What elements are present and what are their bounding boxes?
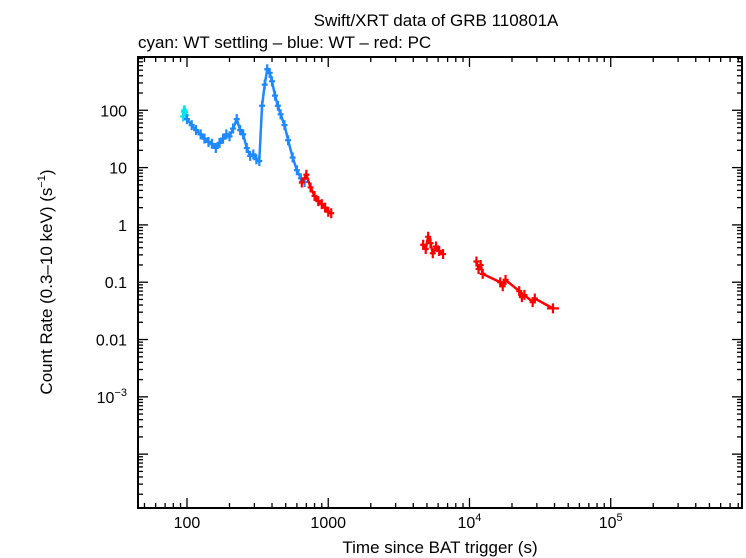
tick-base: 10 [458, 515, 476, 532]
x-axis-label: Time since BAT trigger (s) [342, 538, 537, 557]
chart-subtitle: cyan: WT settling – blue: WT – red: PC [138, 33, 431, 52]
y-axis-label-sup: −1 [36, 175, 48, 188]
tick-exponent: 5 [617, 512, 623, 524]
y-tick-label: 1 [118, 218, 127, 235]
series-trace [300, 171, 332, 215]
x-tick-labels: 100 1000 104 105 [174, 512, 623, 532]
data-points [180, 64, 559, 314]
y-tick-label: 0.01 [96, 333, 127, 350]
x-tick-label: 1000 [310, 515, 346, 532]
y-axis-label: Count Rate (0.3–10 keV) (s−1) [36, 169, 56, 394]
series-wt [183, 64, 308, 188]
data-point [298, 177, 305, 188]
series-pc [298, 169, 559, 314]
data-point [183, 114, 190, 125]
series-wt-settling [180, 105, 189, 122]
y-axis-label-tail: ) [37, 169, 56, 175]
plot-frame [137, 56, 743, 509]
y-tick-label: 100 [100, 103, 127, 120]
series-trace [422, 232, 444, 258]
tick-base: 10 [599, 515, 617, 532]
y-tick-label: 10−3 [97, 387, 127, 407]
tick-exponent: −3 [114, 387, 127, 399]
y-axis-label-main: Count Rate (0.3–10 keV) (s [37, 188, 56, 395]
axis-ticks [138, 57, 742, 508]
data-point [546, 303, 559, 314]
series-trace [186, 65, 306, 183]
tick-exponent: 4 [475, 512, 481, 524]
series-trace [181, 106, 187, 117]
tick-base: 10 [97, 390, 115, 407]
y-tick-label: 10 [109, 161, 127, 178]
chart-title: Swift/XRT data of GRB 110801A [314, 11, 559, 30]
x-tick-label: 100 [174, 515, 201, 532]
x-tick-label: 104 [458, 512, 482, 532]
series-trace [475, 261, 554, 310]
x-tick-label: 105 [599, 512, 623, 532]
y-tick-label: 0.1 [105, 275, 127, 292]
